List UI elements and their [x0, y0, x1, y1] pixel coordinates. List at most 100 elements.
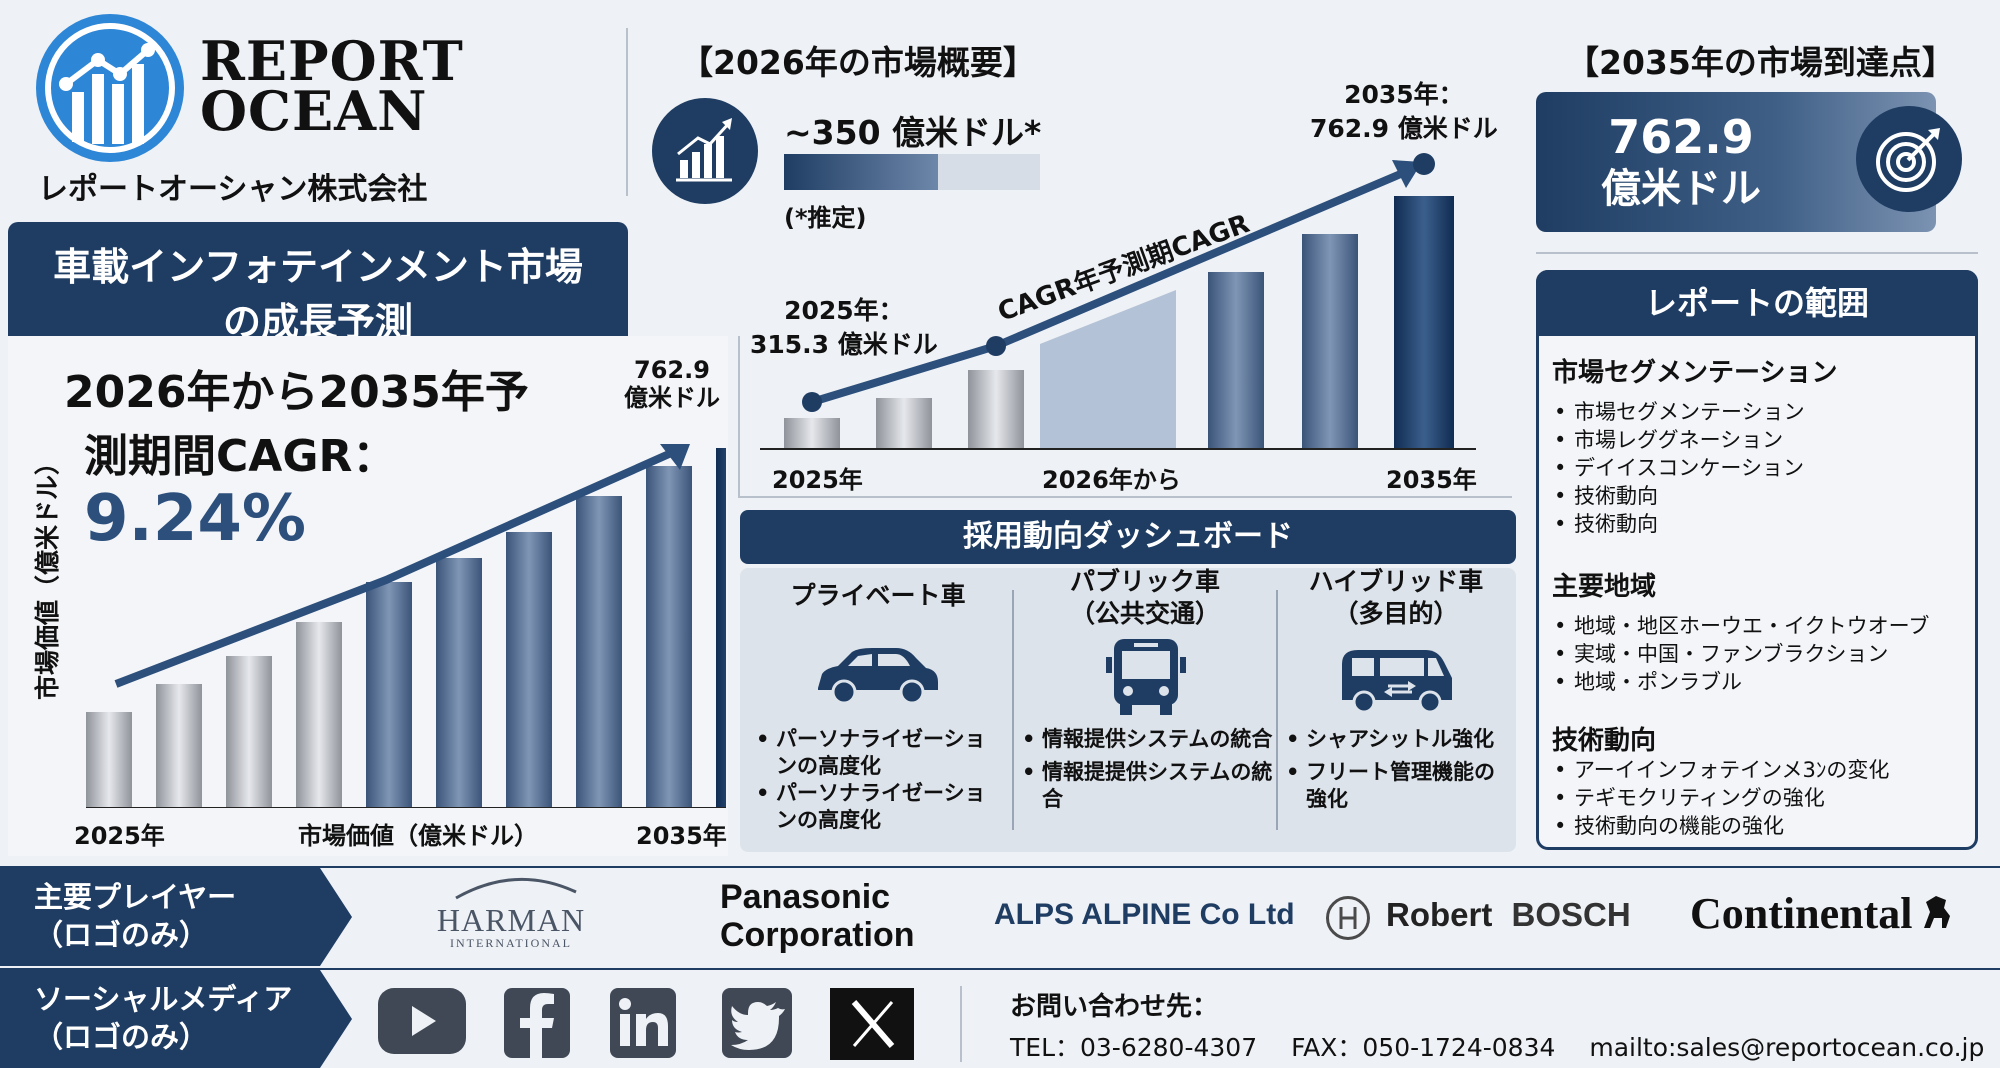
dashboard-bullet: 情報提提供システムの統合	[1018, 759, 1274, 813]
center-end-dot	[1413, 153, 1435, 175]
dashboard-divider	[1276, 590, 1278, 830]
left-growth-arrow	[114, 446, 680, 688]
social-label-line2: （ロゴのみ）	[34, 1020, 209, 1054]
youtube-icon[interactable]	[378, 988, 466, 1054]
scope-sec2-list: 地域・地区ホーウエ・イクトウオーブ 実域・中国・ファンブラクション 地域・ポンラ…	[1550, 612, 1929, 696]
left-end-label-value: 762.9	[634, 356, 710, 384]
left-growth-chart	[86, 440, 762, 809]
left-title-line1: 車載インフォテインメント市場	[53, 245, 583, 289]
scope-item: 地域・ポンラブル	[1550, 668, 1929, 696]
harman-logo: HARMAN INTERNATIONAL	[426, 872, 596, 962]
facebook-icon[interactable]	[504, 988, 570, 1058]
scope-item: 技術動向の機能の強化	[1550, 812, 1889, 840]
left-bar	[716, 448, 762, 808]
left-cagr-line1: 2026年から2035年予	[64, 367, 529, 418]
dashboard-title: 採用動向ダッシュボード	[963, 519, 1293, 554]
scope-title: レポートの範囲	[1644, 284, 1869, 322]
linkedin-icon[interactable]	[610, 988, 676, 1058]
bus-icon	[1102, 634, 1190, 720]
center-chart-svg	[760, 153, 1476, 450]
left-end-label: 762.9 億米ドル	[624, 356, 720, 412]
scope-item: 市場レググネーション	[1550, 426, 1805, 454]
left-bar	[156, 684, 202, 808]
center-start-label-value: 315.3 億米ドル	[750, 330, 938, 359]
center-x-start: 2025年	[772, 466, 863, 494]
dashboard-bullet: フリート管理機能の強化	[1282, 759, 1508, 813]
center-note: (*推定)	[784, 204, 867, 232]
horse-icon	[1916, 892, 1956, 932]
left-x-mid: 市場価値（億米ドル）	[298, 822, 538, 850]
center-end-label-value: 762.9 億米ドル	[1310, 114, 1498, 143]
center-bar	[1394, 196, 1454, 448]
dashboard-bullet: パーソナライゼーションの高度化	[752, 726, 1004, 780]
contact-tel[interactable]: TEL：03-6280-4307	[1010, 1033, 1258, 1062]
left-chart-svg	[86, 444, 762, 809]
dashboard-bullet: シャアシットル強化	[1282, 726, 1508, 753]
left-title-banner: 車載インフォテインメント市場 の成長予測	[8, 222, 628, 344]
left-bar	[226, 656, 272, 808]
social-rule	[0, 968, 2000, 970]
alps-logo: ALPS ALPINE Co Ltd	[994, 898, 1295, 931]
scope-item: 技術動向	[1550, 510, 1805, 538]
right-divider	[1536, 252, 1978, 254]
x-icon[interactable]	[830, 988, 914, 1060]
center-value: ~350 億米ドル*	[784, 113, 1042, 152]
players-label-tag: 主要プレイヤー （ロゴのみ）	[0, 868, 356, 966]
panasonic-logo-line2: Corporation	[720, 916, 915, 954]
brand-name-line2: OCEAN	[200, 79, 428, 143]
scope-sec1-title: 市場セグメンテーション	[1552, 358, 1838, 388]
scope-panel	[1536, 270, 1978, 850]
dashboard-divider	[1012, 590, 1014, 830]
scope-sec3-list: アーイインフォテインメ3ﾝの変化 テギモクリティングの強化 技術動向の機能の強化	[1550, 756, 1889, 840]
dashboard-bullet: パーソナライゼーションの高度化	[752, 780, 1004, 834]
scope-sec1-list: 市場セグメンテーション 市場レググネーション デイイスコンケーション 技術動向 …	[1550, 398, 1805, 538]
dashboard-list-public: 情報提供システムの統合 情報提提供システムの統合	[1018, 726, 1274, 813]
car-icon	[810, 640, 944, 710]
panasonic-logo-line1: Panasonic	[720, 878, 891, 916]
contact-fax[interactable]: FAX：050-1724-0834	[1291, 1033, 1556, 1062]
center-mid-dot	[986, 336, 1006, 356]
left-bar	[86, 712, 132, 808]
scope-sec3-title: 技術動向	[1552, 726, 1657, 756]
center-start-label: 2025年： 315.3 億米ドル	[750, 294, 938, 362]
dashboard-list-private: パーソナライゼーションの高度化 パーソナライゼーションの高度化	[752, 726, 1004, 834]
contact-line: TEL：03-6280-4307 FAX：050-1724-0834 mailt…	[1010, 1028, 1984, 1064]
bosch-logo-line1: Robert	[1386, 896, 1493, 933]
van-icon	[1334, 640, 1458, 716]
center-x-end: 2035年	[1386, 466, 1477, 494]
center-bar	[968, 370, 1024, 448]
social-label-line1: ソーシャルメディア	[34, 982, 293, 1016]
contact-title: お問い合わせ先：	[1010, 992, 1219, 1022]
dashboard-bullet: 情報提供システムの統合	[1018, 726, 1274, 753]
right-value-line2: 億米ドル	[1601, 166, 1761, 212]
left-end-label-unit: 億米ドル	[624, 384, 720, 412]
brand-jp-name: レポートオーシャン株式会社	[38, 172, 428, 207]
harman-logo-text: HARMAN	[436, 902, 586, 938]
center-end-label: 2035年： 762.9 億米ドル	[1310, 78, 1498, 146]
left-arrow-head	[660, 444, 690, 470]
left-cagr-line2: 測期間CAGR：	[84, 431, 397, 482]
header-divider	[626, 28, 628, 196]
center-bar	[1208, 272, 1264, 448]
center-end-label-year: 2035年：	[1344, 80, 1464, 109]
left-bar	[436, 558, 482, 808]
contact-mail[interactable]: mailto:sales@reportocean.co.jp	[1589, 1033, 1985, 1062]
dashboard-col-title: プライベート車	[790, 581, 966, 610]
left-x-start: 2025年	[74, 822, 165, 850]
right-title: 【2035年の市場到達点】	[1566, 43, 1955, 82]
dashboard-title-banner: 採用動向ダッシュボード	[740, 510, 1516, 564]
scope-sec2-title: 主要地域	[1552, 572, 1657, 602]
scope-item: 実域・中国・ファンブラクション	[1550, 640, 1929, 668]
logo-icon	[36, 14, 184, 162]
bosch-logo: Robert BOSCH	[1386, 896, 1631, 934]
center-chart-left-rule	[738, 336, 740, 496]
left-cagr-value: 9.24%	[84, 482, 307, 556]
center-forecast-area	[1040, 290, 1176, 448]
twitter-icon[interactable]	[722, 988, 792, 1058]
scope-item: デイイスコンケーション	[1550, 454, 1805, 482]
players-rule	[0, 866, 2000, 868]
left-bar	[366, 582, 412, 808]
scope-item: テギモクリティングの強化	[1550, 784, 1889, 812]
social-label-tag: ソーシャルメディア （ロゴのみ）	[0, 970, 356, 1068]
center-growth-chart	[760, 140, 1480, 450]
